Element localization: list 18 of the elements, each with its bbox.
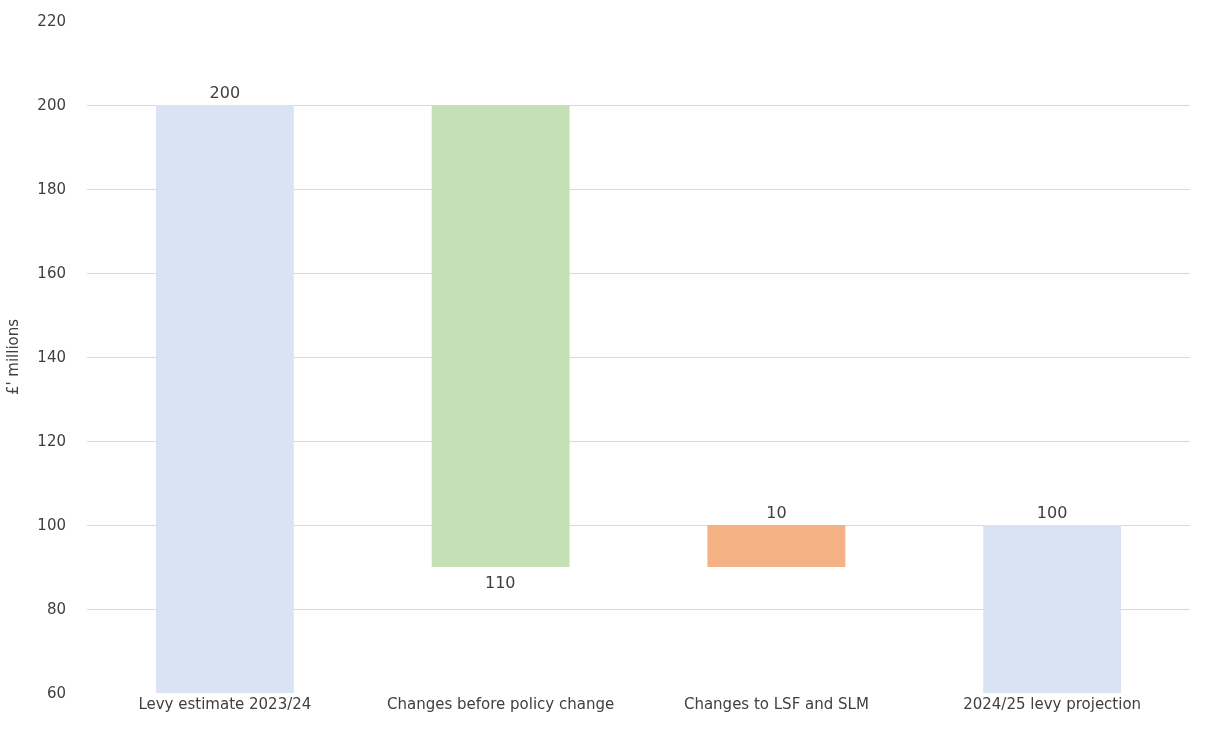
y-tick-label: 200 [37, 96, 66, 115]
y-tick-label: 180 [37, 180, 66, 199]
y-tick-label: 100 [37, 516, 66, 535]
x-tick-label: Changes before policy change [387, 695, 615, 713]
y-tick-label: 140 [37, 348, 66, 367]
y-tick-label: 160 [37, 264, 66, 283]
x-tick-label: 2024/25 levy projection [963, 695, 1142, 713]
x-tick-label: Changes to LSF and SLM [683, 695, 869, 713]
data-label: 100 [1036, 503, 1068, 522]
y-tick-label: 60 [46, 684, 66, 703]
y-tick-label: 220 [37, 12, 66, 31]
y-axis-title: £' millions [3, 318, 22, 396]
y-tick-label: 80 [46, 600, 66, 619]
y-tick-label: 120 [37, 432, 66, 451]
data-label: 110 [485, 573, 516, 592]
data-label: 200 [209, 83, 241, 102]
x-tick-label: Levy estimate 2023/24 [138, 695, 312, 713]
data-label: 10 [766, 503, 787, 522]
